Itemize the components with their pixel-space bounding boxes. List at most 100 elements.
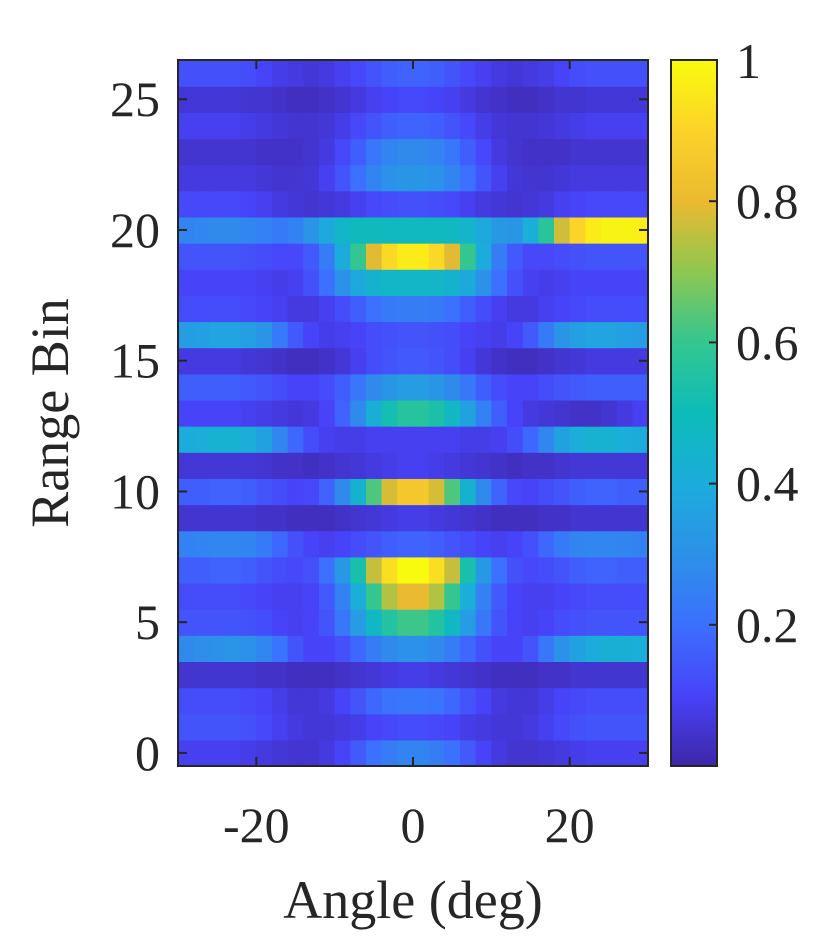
heatmap-cell bbox=[272, 86, 289, 113]
heatmap-cell bbox=[225, 164, 242, 192]
heatmap-cell bbox=[444, 216, 461, 244]
heatmap-cell bbox=[601, 582, 618, 610]
heatmap-cell bbox=[381, 321, 398, 349]
heatmap-cell bbox=[209, 556, 226, 584]
heatmap-cell bbox=[554, 713, 571, 741]
heatmap-cell bbox=[178, 504, 195, 532]
heatmap-cell bbox=[334, 739, 351, 767]
heatmap-cell bbox=[413, 138, 430, 166]
heatmap-cell bbox=[256, 687, 273, 715]
heatmap-cell bbox=[381, 138, 398, 166]
heatmap-cell bbox=[428, 112, 445, 140]
heatmap-cell bbox=[319, 347, 336, 375]
heatmap-cell bbox=[397, 190, 414, 218]
y-tick-label: 25 bbox=[110, 71, 160, 127]
heatmap-cell bbox=[381, 609, 398, 636]
heatmap-cell bbox=[193, 243, 210, 270]
heatmap-cell bbox=[616, 399, 633, 427]
heatmap-cell bbox=[209, 216, 226, 244]
heatmap-cell bbox=[554, 164, 571, 192]
heatmap-cell bbox=[522, 661, 539, 689]
heatmap-cell bbox=[209, 399, 226, 427]
heatmap-cell bbox=[303, 164, 320, 192]
heatmap-cell bbox=[319, 713, 336, 741]
heatmap-cell bbox=[444, 609, 461, 636]
heatmap-cell bbox=[350, 269, 367, 296]
heatmap-cell bbox=[554, 530, 571, 558]
heatmap-cell bbox=[209, 138, 226, 166]
heatmap-cell bbox=[507, 582, 524, 610]
heatmap-cell bbox=[240, 739, 257, 767]
heatmap-cell bbox=[303, 739, 320, 767]
heatmap-cell bbox=[397, 635, 414, 663]
heatmap-cell bbox=[334, 243, 351, 270]
heatmap-cell bbox=[413, 164, 430, 192]
heatmap-cell bbox=[381, 373, 398, 401]
heatmap-cell bbox=[366, 687, 383, 715]
heatmap-cell bbox=[522, 321, 539, 349]
heatmap-cell bbox=[460, 60, 477, 87]
heatmap-cell bbox=[287, 216, 304, 244]
heatmap-cell bbox=[444, 452, 461, 479]
heatmap-cell bbox=[334, 687, 351, 715]
heatmap-cell bbox=[272, 216, 289, 244]
heatmap-cell bbox=[460, 373, 477, 401]
heatmap-cell bbox=[350, 60, 367, 87]
heatmap-cell bbox=[240, 687, 257, 715]
heatmap-cell bbox=[272, 739, 289, 767]
heatmap-cell bbox=[319, 609, 336, 636]
heatmap-cell bbox=[193, 347, 210, 375]
heatmap-cell bbox=[538, 190, 555, 218]
heatmap-cell bbox=[522, 138, 539, 166]
heatmap-cell bbox=[366, 190, 383, 218]
heatmap-cell bbox=[632, 243, 649, 270]
heatmap-cell bbox=[444, 739, 461, 767]
heatmap-cell bbox=[632, 373, 649, 401]
heatmap-cell bbox=[616, 321, 633, 349]
heatmap-cell bbox=[413, 426, 430, 453]
heatmap-cell bbox=[569, 373, 586, 401]
heatmap-cell bbox=[287, 269, 304, 296]
heatmap-cell bbox=[522, 295, 539, 323]
heatmap-cell bbox=[334, 216, 351, 244]
heatmap-cell bbox=[397, 112, 414, 140]
heatmap-cell bbox=[381, 713, 398, 741]
heatmap-cell bbox=[616, 504, 633, 532]
heatmap-cell bbox=[319, 138, 336, 166]
heatmap-cell bbox=[193, 295, 210, 323]
heatmap-cell bbox=[178, 321, 195, 349]
heatmap-cell bbox=[381, 426, 398, 453]
heatmap-cell bbox=[428, 164, 445, 192]
heatmap-cell bbox=[538, 138, 555, 166]
heatmap-cell bbox=[585, 478, 602, 506]
heatmap-cell bbox=[585, 347, 602, 375]
heatmap-cell bbox=[397, 269, 414, 296]
heatmap-cell bbox=[554, 609, 571, 636]
heatmap-cell bbox=[460, 112, 477, 140]
heatmap-cell bbox=[538, 635, 555, 663]
heatmap-cell bbox=[209, 739, 226, 767]
heatmap-cell bbox=[381, 164, 398, 192]
heatmap-cell bbox=[272, 243, 289, 270]
heatmap-cell bbox=[319, 373, 336, 401]
heatmap-cell bbox=[522, 216, 539, 244]
heatmap-cell bbox=[554, 399, 571, 427]
heatmap-cell bbox=[178, 60, 195, 87]
heatmap-cell bbox=[585, 216, 602, 244]
heatmap-cell bbox=[240, 399, 257, 427]
heatmap-cell bbox=[601, 426, 618, 453]
heatmap-cell bbox=[350, 713, 367, 741]
heatmap-cell bbox=[491, 426, 508, 453]
heatmap-cell bbox=[319, 582, 336, 610]
heatmap-cell bbox=[397, 713, 414, 741]
heatmap-cell bbox=[225, 426, 242, 453]
heatmap-cell bbox=[460, 452, 477, 479]
heatmap-cell bbox=[601, 556, 618, 584]
heatmap-cell bbox=[601, 452, 618, 479]
heatmap-cell bbox=[225, 243, 242, 270]
heatmap-cell bbox=[585, 609, 602, 636]
heatmap-cell bbox=[507, 478, 524, 506]
heatmap-cell bbox=[240, 609, 257, 636]
heatmap-cell bbox=[601, 269, 618, 296]
heatmap-cell bbox=[475, 426, 492, 453]
